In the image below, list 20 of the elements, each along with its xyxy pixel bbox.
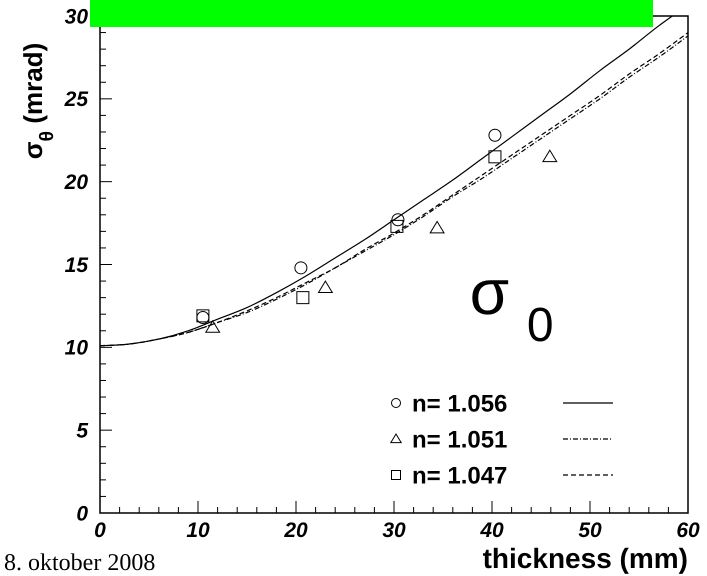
y-tick-label: 25 [64, 88, 88, 112]
y-tick-label: 20 [64, 171, 88, 194]
x-tick-label: 30 [382, 519, 406, 542]
x-axis-title: thickness (mm) [482, 543, 688, 574]
x-tick-label: 0 [94, 519, 106, 542]
x-tick-label: 50 [578, 519, 602, 542]
legend-label: n= 1.051 [412, 426, 508, 454]
y-tick-label: 5 [76, 420, 88, 443]
y-tick-label: 0 [76, 502, 88, 526]
legend-label: n= 1.056 [412, 390, 508, 418]
text: 8. oktober 2008 [4, 550, 156, 576]
x-tick-label: 20 [283, 519, 308, 542]
legend-label: n= 1.047 [412, 462, 508, 490]
y-tick-label: 30 [64, 5, 88, 28]
x-tick-label: 40 [479, 519, 504, 542]
y-tick-label: 10 [64, 336, 88, 360]
annotation: σ $_{0}$ [470, 256, 554, 352]
y-tick-label: 15 [64, 254, 88, 277]
x-tick-label: 60 [676, 519, 700, 542]
x-tick-label: 10 [186, 519, 210, 542]
